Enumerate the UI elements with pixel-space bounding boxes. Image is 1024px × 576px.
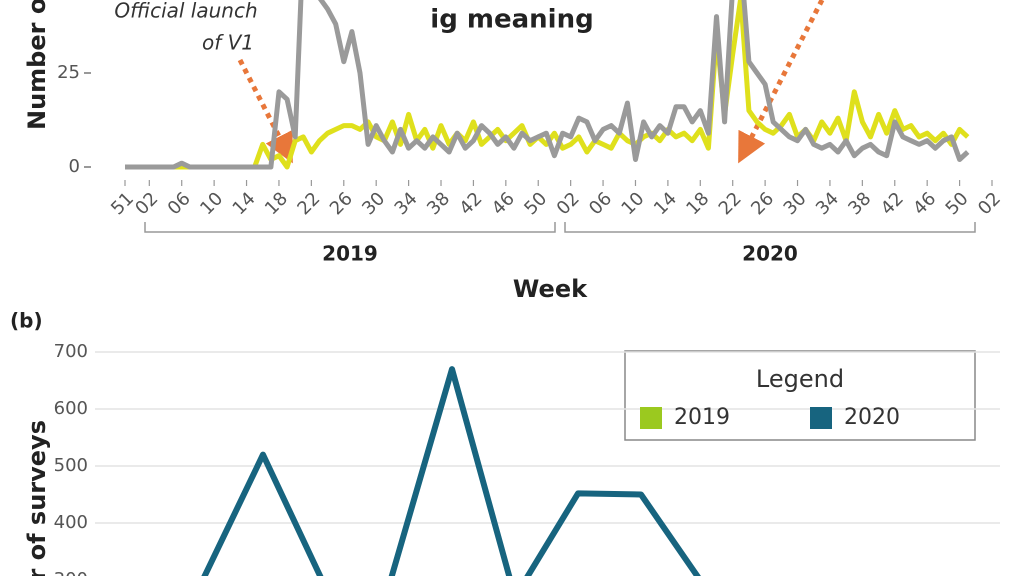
x-tick-label: 30: [780, 188, 811, 219]
x-tick-label: 14: [229, 188, 260, 219]
x-tick-label: 34: [812, 188, 843, 219]
overlay-title: ig meaning: [430, 5, 593, 35]
year-label: 2020: [742, 242, 798, 266]
legend-label: 2019: [674, 405, 730, 430]
y-axis-label: r of surveys: [23, 420, 51, 576]
x-tick-label: 02: [974, 188, 1005, 219]
x-tick-label: 46: [488, 188, 519, 219]
y-tick-label: 300: [54, 569, 88, 576]
line-series: [125, 0, 970, 170]
x-tick-label: 10: [196, 188, 227, 219]
legend-swatch: [810, 407, 832, 429]
x-axis-label: Week: [513, 275, 588, 303]
x-tick-label: 22: [293, 188, 324, 219]
x-tick-label: 02: [131, 188, 162, 219]
x-tick-label: 38: [423, 188, 454, 219]
x-tick-label: 30: [358, 188, 389, 219]
y-tick-label: 500: [54, 455, 88, 476]
x-tick-label: 22: [715, 188, 746, 219]
annotation-arrow: [237, 58, 293, 164]
x-tick-label: 46: [909, 188, 940, 219]
annotation: of V1: [202, 31, 254, 55]
x-tick-label: 34: [391, 188, 422, 219]
x-tick-label: 06: [585, 188, 616, 219]
panel-label: (b): [10, 309, 43, 333]
legend-label: 2020: [844, 405, 900, 430]
line-series: [125, 0, 970, 170]
x-tick-label: 50: [520, 188, 551, 219]
legend-swatch: [640, 407, 662, 429]
year-label: 2019: [322, 242, 378, 266]
y-tick-label: 0: [69, 156, 80, 177]
annotation: Official launch: [114, 0, 257, 23]
x-tick-label: 26: [326, 188, 357, 219]
year-bracket: [564, 222, 976, 233]
legend-title: Legend: [756, 365, 844, 393]
year-bracket: [144, 222, 556, 233]
x-tick-label: 26: [747, 188, 778, 219]
x-tick-label: 02: [553, 188, 584, 219]
y-tick-label: 700: [54, 341, 88, 362]
x-tick-label: 06: [164, 188, 195, 219]
y-tick-label: 600: [54, 398, 88, 419]
x-tick-label: 42: [455, 188, 486, 219]
x-tick-label: 18: [682, 188, 713, 219]
x-tick-label: 10: [618, 188, 649, 219]
x-tick-label: 50: [942, 188, 973, 219]
x-tick-label: 42: [877, 188, 908, 219]
y-tick-label: 25: [57, 62, 80, 83]
x-tick-label: 38: [844, 188, 875, 219]
legend-box: [624, 350, 976, 441]
y-axis-label: Number o: [23, 0, 51, 130]
line-series: [201, 366, 701, 576]
y-tick-label: 400: [54, 512, 88, 533]
x-tick-label: 14: [650, 188, 681, 219]
x-tick-label: 18: [261, 188, 292, 219]
